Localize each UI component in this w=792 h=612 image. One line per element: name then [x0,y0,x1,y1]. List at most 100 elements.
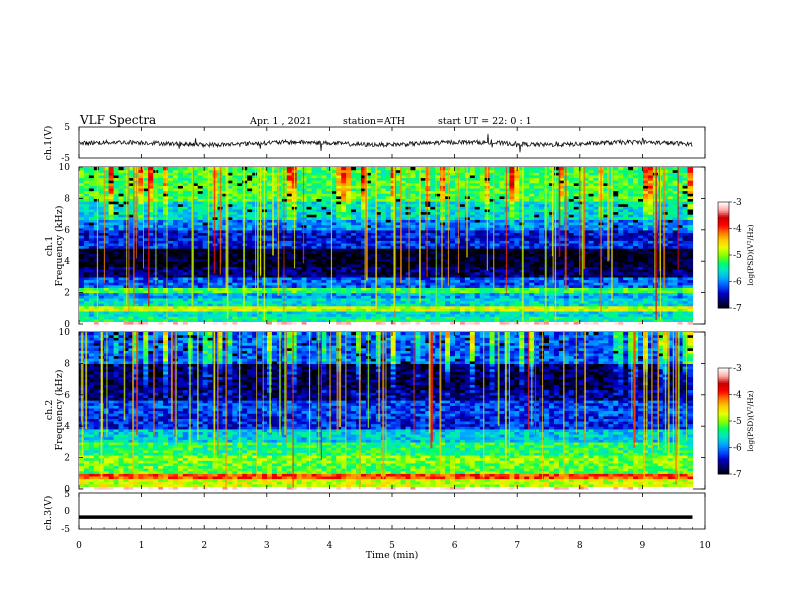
spectrogram-cell [163,237,169,241]
spectrogram-cell [148,190,154,194]
spectrogram-cell [153,287,159,291]
spectrogram-cell [212,203,219,207]
spectrogram-cell [113,174,120,179]
spectrogram-cell [202,269,209,273]
spectrogram-cell [79,250,85,254]
spectrogram-cell [217,300,224,304]
spectrogram-cell [207,172,214,176]
spectrogram-cell [173,274,179,278]
spectrogram-cell [197,308,204,312]
spectrogram-cell [173,214,179,218]
spectrogram-cell [202,261,209,265]
spectrogram-cell [173,261,179,265]
spectrogram-cell [173,308,179,312]
spectrogram-cell [177,235,184,239]
spectrogram-cell [143,224,149,228]
spectrogram-cell [420,167,426,171]
spectrogram-cell [173,305,179,309]
spectrogram-cell [177,232,184,236]
spectrogram-cell [118,237,125,241]
spectrogram-cell [79,321,85,325]
spectrogram-cell [138,258,144,262]
spectrogram-cell [93,274,100,278]
spectrogram-cell [128,224,135,228]
spectrogram-cell [163,258,169,262]
spectrogram-cell [108,310,115,315]
spectrogram-cell [103,255,110,260]
spectrogram-cell [207,237,214,241]
spectrogram-cell [88,282,95,286]
spectrogram-cell [163,261,169,265]
spectrogram-cell [148,211,154,215]
spectrogram-cell [163,224,169,228]
spectrogram-cell [148,297,154,302]
spectrogram-cell [133,318,139,322]
spectrogram-cell [103,242,110,247]
spectrogram-cell [182,240,189,244]
spectrogram-cell [98,211,105,215]
spectrogram-cell [138,248,144,252]
spectrogram-cell [212,321,219,325]
spectrogram-cell [168,305,174,309]
spectrogram-cell [143,276,149,281]
spectrogram-cell [103,182,110,186]
spectrogram-cell [103,169,110,173]
spectrogram-cell [227,313,233,317]
spectrogram-cell [202,300,209,304]
spectrogram-cell [158,305,164,309]
spectrogram-cell [108,271,115,275]
spectrogram-cell [192,318,199,322]
spectrogram-cell [93,310,100,315]
spectrogram-cell [173,271,179,275]
spectrogram-cell [98,227,105,231]
spectrogram-cell [217,282,224,286]
spectrogram-cell [192,211,199,215]
spectrogram-cell [321,167,327,171]
spectrogram-cell [79,224,85,228]
spectrogram-cell [113,167,120,171]
spectrogram-cell [79,172,85,176]
spectrogram-cell [173,245,179,249]
spectrogram-cell [207,240,214,244]
spectrogram-cell [168,206,174,210]
spectrogram-cell [118,274,125,278]
spectrogram-cell [108,182,115,186]
spectrogram-cell [222,167,229,171]
spectrogram-cell [83,193,90,197]
spectrogram-cell [168,253,174,257]
spectrogram-cell [202,276,209,281]
spectrogram-cell [192,321,199,325]
spectrogram-cell [113,208,120,213]
spectrogram-cell [98,214,105,218]
spectrogram-cell [98,174,105,179]
spectrogram-cell [138,292,144,296]
spectrogram-cell [103,261,110,265]
spectrogram-cell [197,305,204,309]
spectrogram-cell [237,308,243,312]
spectrogram-cell [143,289,149,294]
spectrogram-cell [168,282,174,286]
spectrogram-cell [88,303,95,307]
spectrogram-cell [163,318,169,322]
spectrogram-cell [93,167,100,171]
spectrogram-cell [128,203,135,207]
spectrogram-cell [108,266,115,270]
spectrogram-cell [108,242,115,247]
spectrogram-cell [108,318,115,322]
spectrogram-cell [143,310,149,315]
spectrogram-cell [168,221,174,226]
spectrogram-cell [88,289,95,294]
spectrogram-cell [88,318,95,322]
spectrogram-cell [113,300,120,304]
spectrogram-cell [222,198,229,202]
spectrogram-cell [168,169,174,173]
spectrogram-cell [222,321,229,325]
spectrogram-cell [202,287,209,291]
spectrogram-cell [143,300,149,304]
spectrogram-cell [158,313,164,317]
spectrogram-cell [158,245,164,249]
spectrogram-cell [79,284,85,288]
spectrogram-cell [207,227,214,231]
spectrogram-cell [148,245,154,249]
ch1-spectrogram-image [79,167,694,325]
